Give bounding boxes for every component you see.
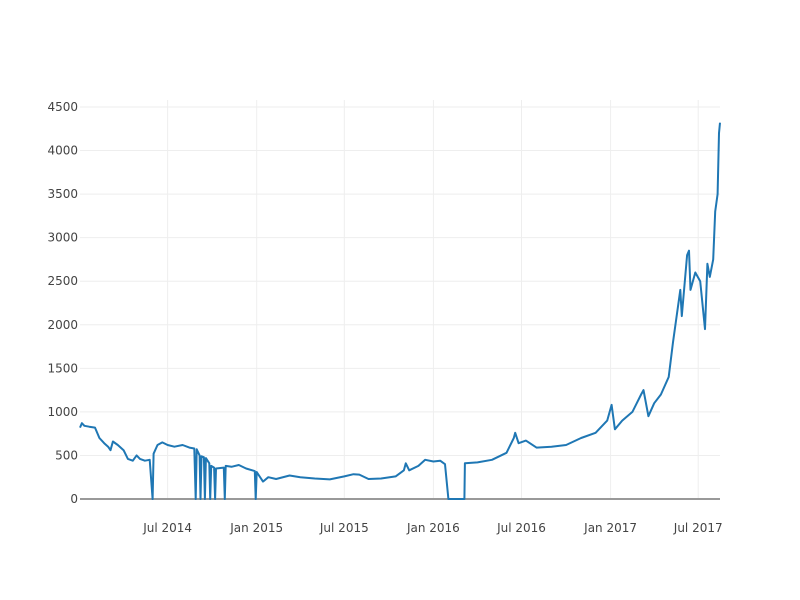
x-gridlines [167,100,699,499]
y-axis-labels: 0 500 1000 1500 2000 2500 3000 3500 4000 4500 [47,100,78,506]
x-tick-label: Jan 2015 [229,521,283,535]
y-gridlines [80,106,720,456]
x-tick-label: Jul 2014 [142,521,192,535]
y-tick-label: 4000 [47,144,78,158]
x-tick-label: Jul 2015 [319,521,369,535]
y-tick-label: 1000 [47,405,78,419]
x-tick-label: Jan 2017 [583,521,637,535]
y-tick-label: 4500 [47,100,78,114]
x-tick-label: Jul 2016 [496,521,546,535]
y-tick-label: 0 [70,492,78,506]
y-tick-label: 2500 [47,274,78,288]
x-axis-labels: Jul 2014 Jan 2015 Jul 2015 Jan 2016 Jul 2016… [142,521,722,535]
y-tick-label: 1500 [47,361,78,375]
y-tick-label: 2000 [47,318,78,332]
x-tick-label: Jan 2016 [406,521,460,535]
y-tick-label: 3500 [47,187,78,201]
y-tick-label: 500 [55,448,78,462]
x-tick-label: Jul 2017 [673,521,723,535]
price-line [79,122,721,500]
y-tick-label: 3000 [47,231,78,245]
